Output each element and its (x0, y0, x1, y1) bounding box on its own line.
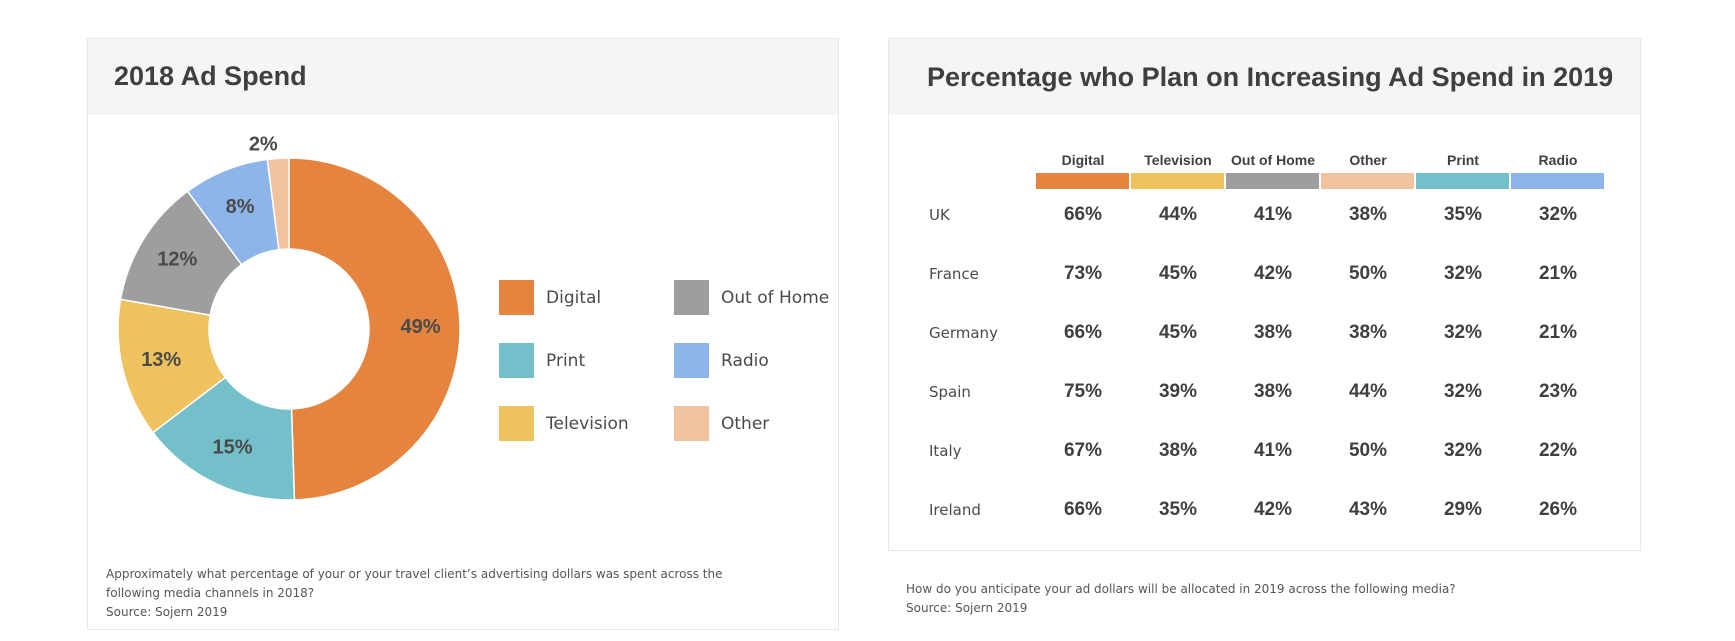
table-cell: 23% (1538, 381, 1578, 402)
column-color-bar (1416, 173, 1509, 189)
legend-swatch (499, 343, 534, 378)
source-line: Source: Sojern 2019 (906, 601, 1028, 615)
panel-title: 2018 Ad Spend (114, 61, 307, 91)
slice-value-label: 13% (141, 349, 181, 371)
column-color-bar (1131, 173, 1224, 189)
table-cell: 73% (1063, 263, 1103, 284)
table-cell: 26% (1538, 499, 1578, 520)
table-cell: 50% (1348, 440, 1388, 461)
note-line: following media channels in 2018? (106, 586, 315, 600)
legend-swatch (674, 280, 709, 315)
table-cell: 42% (1253, 263, 1293, 284)
legend-label: Print (546, 350, 586, 371)
table-cell: 42% (1253, 499, 1293, 520)
note-line: How do you anticipate your ad dollars wi… (906, 582, 1456, 596)
legend-label: Television (546, 413, 629, 434)
legend-item-print: Print (499, 343, 585, 378)
column-header: Out of Home (1231, 152, 1315, 168)
table-cell: 32% (1538, 204, 1578, 225)
panel-header: 2018 Ad Spend (88, 39, 838, 115)
table-cell: 50% (1348, 263, 1388, 284)
table-cell: 44% (1158, 204, 1198, 225)
donut-slice-digital (288, 157, 461, 501)
legend-swatch (674, 406, 709, 441)
table-cell: 41% (1253, 440, 1293, 461)
table-cell: 21% (1538, 322, 1578, 343)
table-cell: 38% (1158, 440, 1198, 461)
column-header: Print (1447, 152, 1479, 168)
table-cell: 45% (1158, 263, 1198, 284)
survey-question-note: Approximately what percentage of your or… (106, 565, 722, 622)
row-label: Germany (929, 324, 998, 342)
row-label: Ireland (929, 501, 981, 519)
table-cell: 32% (1443, 322, 1483, 343)
table-cell: 29% (1443, 499, 1483, 520)
table-cell: 32% (1443, 440, 1483, 461)
column-color-bar (1321, 173, 1414, 189)
legend-swatch (499, 280, 534, 315)
table-cell: 67% (1063, 440, 1103, 461)
table-cell: 41% (1253, 204, 1293, 225)
column-header: Television (1144, 152, 1212, 168)
legend-label: Radio (721, 350, 769, 371)
table-cell: 32% (1443, 381, 1483, 402)
panel-header: Percentage who Plan on Increasing Ad Spe… (889, 39, 1640, 115)
note-line: Approximately what percentage of your or… (106, 567, 723, 581)
slice-value-label: 12% (157, 249, 197, 271)
table-cell: 38% (1348, 204, 1388, 225)
table-cell: 43% (1348, 499, 1388, 520)
table-cell: 75% (1063, 381, 1103, 402)
legend-item-other: Other (674, 406, 769, 441)
row-label: Italy (929, 442, 962, 460)
table-cell: 38% (1253, 381, 1293, 402)
legend-item-radio: Radio (674, 343, 769, 378)
column-header: Digital (1061, 152, 1105, 168)
row-label: France (929, 265, 979, 283)
legend-item-out-of-home: Out of Home (674, 280, 829, 315)
column-color-bar (1511, 173, 1604, 189)
legend-item-digital: Digital (499, 280, 601, 315)
donut-chart: 49% 15% 13% 12% 8% 2% (117, 133, 461, 501)
slice-value-label: 2% (249, 133, 278, 155)
slice-value-label: 15% (212, 437, 252, 459)
legend-swatch (499, 406, 534, 441)
row-label: UK (929, 206, 950, 224)
column-color-bar (1226, 173, 1319, 189)
table-cell: 22% (1538, 440, 1578, 461)
table-cell: 38% (1253, 322, 1293, 343)
source-line: Source: Sojern 2019 (106, 605, 228, 619)
legend-swatch (674, 343, 709, 378)
table-cell: 45% (1158, 322, 1198, 343)
column-color-bar (1036, 173, 1129, 189)
legend-label: Digital (546, 287, 602, 308)
table-cell: 44% (1348, 381, 1388, 402)
table-cell: 35% (1158, 499, 1198, 520)
legend-item-television: Television (499, 406, 629, 441)
legend-label: Other (721, 413, 770, 434)
table-cell: 39% (1158, 381, 1198, 402)
panel-title: Percentage who Plan on Increasing Ad Spe… (927, 62, 1614, 92)
slice-value-label: 49% (400, 316, 440, 338)
table-cell: 32% (1443, 263, 1483, 284)
table-cell: 35% (1443, 204, 1483, 225)
row-label: Spain (929, 383, 971, 401)
column-header: Radio (1538, 152, 1578, 168)
increase-ad-spend-2019-panel: Percentage who Plan on Increasing Ad Spe… (888, 38, 1641, 551)
slice-value-label: 8% (226, 196, 255, 218)
table-cell: 66% (1063, 322, 1103, 343)
column-header: Other (1349, 152, 1387, 168)
ad-spend-2018-panel: 2018 Ad Spend 49% 15% 13% 12% 8% 2% Digital Ou… (87, 38, 839, 630)
donut-slice-other (266, 157, 290, 251)
table-cell: 21% (1538, 263, 1578, 284)
table-cell: 66% (1063, 499, 1103, 520)
survey-question-note-2019: How do you anticipate your ad dollars wi… (906, 580, 1456, 618)
table-cell: 66% (1063, 204, 1103, 225)
legend-label: Out of Home (721, 287, 830, 308)
table-cell: 38% (1348, 322, 1388, 343)
